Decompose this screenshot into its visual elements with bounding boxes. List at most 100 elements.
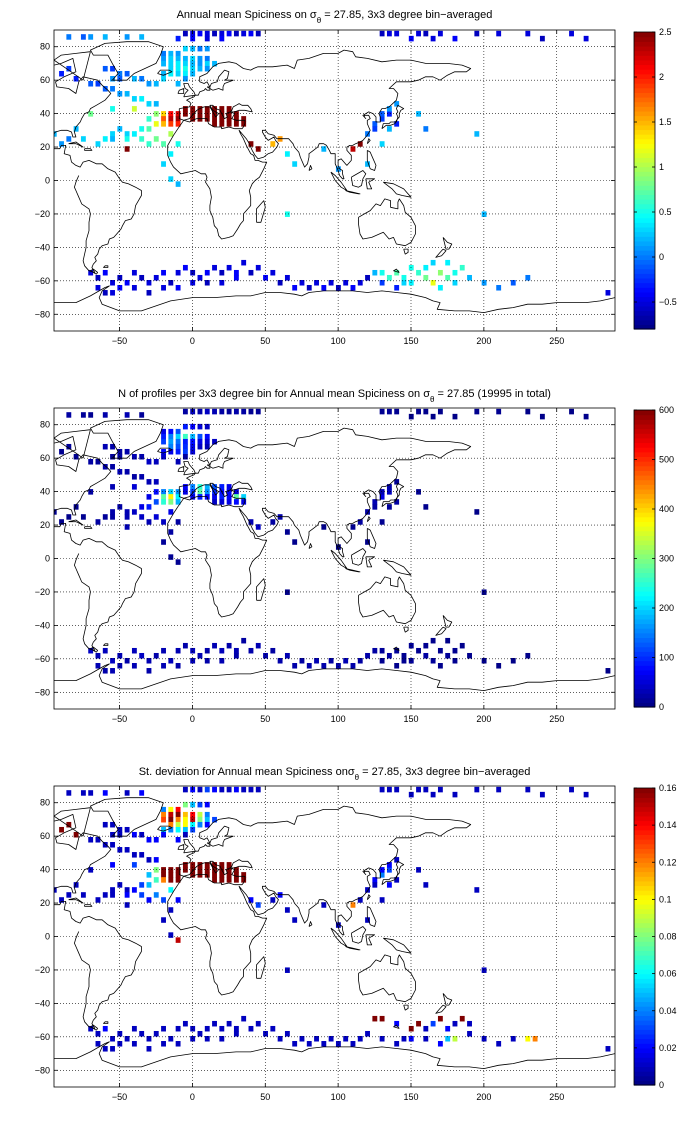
colorbar-segment	[634, 927, 655, 933]
colorbar-segment	[634, 665, 655, 671]
heatmap-cell	[110, 86, 115, 92]
heatmap-cell	[204, 60, 210, 67]
colorbar-segment	[634, 203, 655, 209]
ticks	[54, 786, 615, 1087]
y-tick-label: −40	[35, 620, 50, 630]
heatmap-cell	[372, 269, 378, 276]
heatmap-cell	[277, 279, 283, 286]
heatmap-cell	[226, 872, 232, 878]
colorbar-segment	[634, 324, 655, 330]
heatmap-cell	[197, 786, 203, 793]
heatmap-cell	[233, 1025, 239, 1032]
heatmap-cell	[161, 826, 166, 833]
coastline	[54, 1041, 615, 1069]
heatmap-cell	[153, 499, 159, 505]
coastline	[366, 516, 371, 522]
colorbar-segment	[634, 1080, 655, 1086]
colorbar-segment	[634, 498, 655, 504]
heatmap-cell	[248, 408, 254, 415]
heatmap-cell	[204, 55, 210, 62]
heatmap-cell	[117, 663, 123, 669]
heatmap-cell	[131, 852, 137, 858]
colorbar-segment	[634, 1001, 655, 1007]
colorbar-tick-label: 0.16	[659, 783, 677, 793]
heatmap-cell	[139, 831, 145, 838]
colorbar-segment	[634, 996, 655, 1003]
heatmap-cell	[583, 413, 589, 420]
colorbar-segment	[634, 148, 655, 154]
heatmap-cell	[248, 519, 254, 525]
heatmap-cell	[182, 484, 188, 490]
heatmap-cell	[73, 75, 79, 82]
colorbar-segment	[634, 254, 655, 260]
heatmap-cell	[423, 504, 429, 510]
heatmap-cell	[292, 917, 298, 923]
x-tick-label: 150	[403, 1092, 418, 1102]
colorbar-segment	[634, 87, 655, 93]
heatmap-cell	[131, 1041, 137, 1047]
y-tick-label: 60	[40, 831, 50, 841]
colorbar-segment	[634, 152, 655, 158]
heatmap-cell	[350, 285, 356, 291]
heatmap-cell	[496, 786, 502, 793]
colorbar-segment	[634, 1010, 655, 1016]
heatmap-cell	[212, 642, 217, 649]
heatmap-cell	[212, 111, 217, 117]
heatmap-cell	[182, 831, 188, 838]
heatmap-cell	[102, 790, 108, 796]
heatmap-cell	[110, 131, 115, 137]
heatmap-cell	[168, 116, 174, 122]
heatmap-cell	[182, 867, 188, 873]
heatmap-cell	[161, 917, 166, 923]
colorbar-tick-label: 1	[659, 162, 664, 172]
heatmap-cell	[416, 111, 421, 117]
heatmap-cell	[146, 116, 152, 122]
heatmap-cell	[372, 504, 378, 510]
colorbar-tick-label: 400	[659, 504, 674, 514]
colorbar-segment	[634, 120, 655, 126]
heatmap-cell	[233, 877, 239, 883]
colorbar-segment	[634, 843, 655, 849]
heatmap-cell	[182, 443, 188, 450]
heatmap-cell	[175, 55, 181, 62]
colorbar-segment	[634, 1052, 655, 1058]
colorbar-segment	[634, 539, 655, 546]
heatmap-cell	[175, 60, 181, 67]
heatmap-cell	[175, 181, 181, 187]
heatmap-cell	[255, 30, 261, 37]
heatmap-cell	[226, 499, 232, 505]
y-tick-label: 40	[40, 865, 50, 875]
coastline	[345, 568, 361, 573]
colorbar-segment	[634, 414, 655, 420]
heatmap-cell	[452, 1035, 458, 1042]
heatmap-cell	[372, 647, 378, 654]
heatmap-cell	[212, 121, 217, 127]
heatmap-cell	[168, 121, 174, 127]
colorbar-tick-label: 0.06	[659, 969, 677, 979]
heatmap-cell	[219, 1025, 225, 1032]
heatmap-cell	[372, 882, 378, 888]
y-tick-label: 80	[40, 420, 50, 430]
heatmap-cell	[365, 887, 370, 893]
heatmap-cell	[175, 459, 181, 465]
heatmap-cell	[168, 176, 174, 182]
heatmap-cell	[182, 786, 188, 793]
colorbar-segment	[634, 419, 655, 425]
heatmap-cell	[190, 811, 196, 818]
heatmap-cell	[452, 791, 458, 798]
colorbar-segment	[634, 451, 655, 458]
colorbar-segment	[634, 693, 655, 699]
heatmap-cell	[153, 274, 159, 281]
coastline	[442, 993, 453, 1006]
heatmap-cell	[168, 1035, 174, 1042]
heatmap-cell	[175, 816, 181, 823]
heatmap-cell	[357, 279, 363, 286]
x-tick-label: 0	[190, 336, 195, 346]
colorbar-segment	[634, 59, 655, 66]
heatmap-cell	[474, 509, 480, 515]
heatmap-cell	[197, 489, 203, 495]
heatmap-cell	[190, 647, 196, 654]
heatmap-cell	[452, 279, 458, 286]
heatmap-cell	[95, 459, 101, 465]
heatmap-cell	[131, 474, 137, 480]
